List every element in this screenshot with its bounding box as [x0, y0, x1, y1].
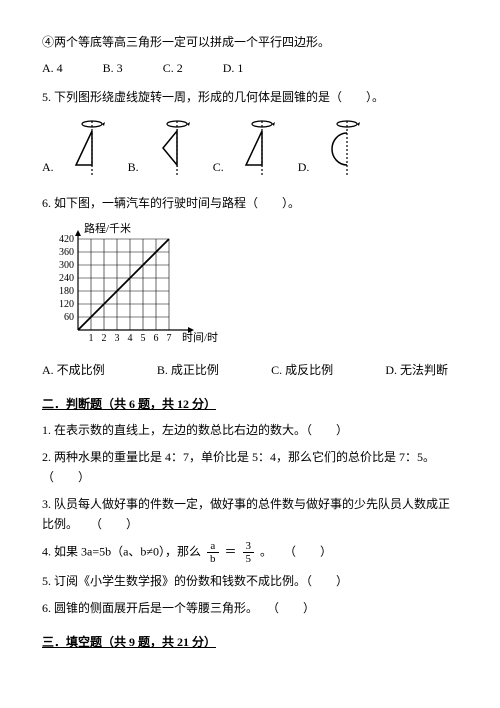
svg-text:60: 60 [64, 312, 74, 323]
judge-1: 1. 在表示数的直线上，左边的数总比右边的数大。（ ） [42, 420, 458, 440]
judge-4a: 4. 如果 3a=5b（a、b≠0），那么 [42, 545, 201, 559]
q5-text: 5. 下列图形绕虚线旋转一周，形成的几何体是圆锥的是（ ）。 [42, 87, 458, 107]
svg-text:5: 5 [141, 333, 146, 344]
chart-x-title: 时间/时 [182, 331, 218, 344]
q5-figure-c [242, 117, 282, 177]
svg-text:360: 360 [59, 247, 74, 258]
judge-4b: ＝ [225, 545, 237, 559]
q5-label-d: D. [298, 157, 310, 177]
q4-opt-a: A. 4 [42, 58, 63, 78]
q5-figure-b [157, 117, 197, 177]
svg-text:2: 2 [102, 333, 107, 344]
q5-figure-a [72, 117, 112, 177]
q5-figures: A. B. C. D. [42, 117, 458, 177]
svg-text:6: 6 [154, 333, 159, 344]
frac-ab: ab [207, 540, 219, 565]
q4-statement-4: ④两个等底等高三角形一定可以拼成一个平行四边形。 [42, 32, 458, 52]
judge-2: 2. 两种水果的重量比是 4：7，单价比是 5：4，那么它们的总价比是 7：5。… [42, 447, 458, 488]
q6-chart: 路程/千米 420 360 300 240 180 120 60 [42, 220, 458, 350]
chart-y-title: 路程/千米 [84, 222, 131, 235]
svg-text:1: 1 [89, 333, 94, 344]
q6-opt-d: D. 无法判断 [385, 360, 448, 380]
q4-opt-c: C. 2 [163, 58, 183, 78]
svg-text:3: 3 [115, 333, 120, 344]
judge-6: 6. 圆锥的侧面展开后是一个等腰三角形。 （ ） [42, 598, 458, 618]
section-2-title: 二．判断题（共 6 题，共 12 分） [42, 394, 458, 414]
q4-options: A. 4 B. 3 C. 2 D. 1 [42, 58, 458, 78]
svg-text:300: 300 [59, 260, 74, 271]
q4-opt-d: D. 1 [223, 58, 244, 78]
svg-text:120: 120 [59, 299, 74, 310]
judge-5: 5. 订阅《小学生数学报》的份数和钱数不成比例。（ ） [42, 571, 458, 591]
q6-opt-a: A. 不成比例 [42, 360, 105, 380]
judge-4c: 。 （ ） [260, 545, 332, 559]
q5-label-a: A. [42, 157, 54, 177]
svg-text:420: 420 [59, 234, 74, 245]
frac-35: 35 [243, 540, 255, 565]
judge-4: 4. 如果 3a=5b（a、b≠0），那么 ab ＝ 35 。 （ ） [42, 540, 458, 565]
q5-figure-d [327, 117, 367, 177]
svg-text:7: 7 [167, 333, 172, 344]
svg-text:4: 4 [128, 333, 133, 344]
svg-text:180: 180 [59, 286, 74, 297]
q5-label-c: C. [213, 157, 224, 177]
q6-options: A. 不成比例 B. 成正比例 C. 成反比例 D. 无法判断 [42, 360, 458, 380]
q5-label-b: B. [128, 157, 139, 177]
q6-text: 6. 如下图，一辆汽车的行驶时间与路程（ ）。 [42, 193, 458, 213]
q4-opt-b: B. 3 [103, 58, 123, 78]
q6-opt-c: C. 成反比例 [271, 360, 333, 380]
judge-3: 3. 队员每人做好事的件数一定，做好事的总件数与做好事的少先队员人数成正比例。 … [42, 494, 458, 535]
svg-text:240: 240 [59, 273, 74, 284]
q6-opt-b: B. 成正比例 [157, 360, 219, 380]
section-3-title: 三．填空题（共 9 题，共 21 分） [42, 632, 458, 652]
